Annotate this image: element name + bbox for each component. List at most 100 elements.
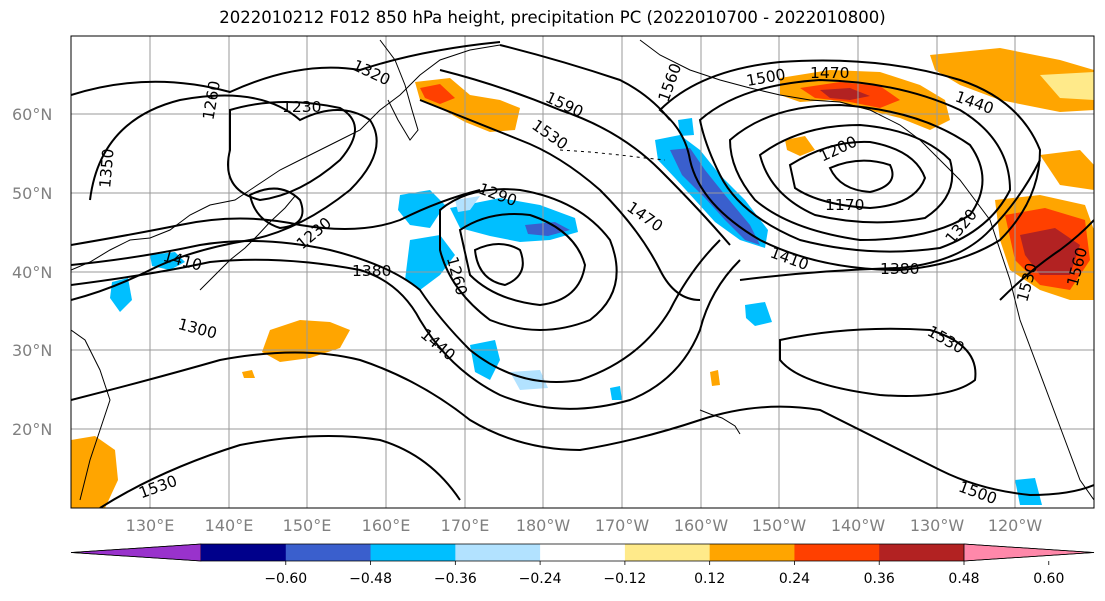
precip-area-west-neg-2	[405, 235, 455, 290]
colorbar-tick-label: −0.12	[603, 571, 646, 587]
colorbar-tick-label: −0.48	[349, 571, 392, 587]
colorbar-extend-max	[963, 543, 1095, 562]
colorbar-segment	[709, 544, 795, 561]
coast-aleutians	[559, 149, 666, 161]
contour-line	[728, 103, 984, 242]
precip-area-bc-max	[1020, 228, 1080, 275]
lon-label: 150°E	[283, 516, 332, 535]
contour-line	[499, 44, 671, 121]
contour-line	[71, 41, 501, 96]
lat-label: 50°N	[12, 184, 52, 203]
map-title: 2022010212 F012 850 hPa height, precipit…	[219, 8, 886, 27]
lat-label: 40°N	[12, 263, 52, 282]
colorbar-tick-label: 0.60	[1033, 571, 1064, 587]
lon-label: 180°W	[516, 516, 571, 535]
lat-label: 60°N	[12, 105, 52, 124]
coast-alaska	[639, 39, 1094, 501]
precip-area-hawaii-neg	[610, 386, 622, 400]
coast-hawaii	[699, 409, 741, 435]
contour-line	[473, 243, 524, 287]
colorbar-tick-label: −0.36	[434, 571, 477, 587]
contour-line	[439, 69, 731, 246]
lon-label: 140°W	[831, 516, 886, 535]
contour-line	[227, 100, 356, 202]
lon-label: 120°W	[988, 516, 1043, 535]
contour-line	[999, 219, 1094, 301]
contour-line	[788, 140, 927, 210]
contour-line	[458, 213, 587, 307]
precip-area-hawaii	[710, 370, 720, 386]
lon-label: 140°E	[205, 516, 254, 535]
colorbar-segment	[540, 544, 626, 561]
precip-area-central-pacific-neg-core	[525, 222, 570, 236]
contour-line	[71, 258, 741, 410]
contour-line	[439, 188, 618, 331]
colorbar-tick-label: 0.36	[864, 571, 895, 587]
contour-line	[71, 94, 378, 301]
lat-label: 20°N	[12, 420, 52, 439]
contour-label: 1470	[810, 64, 849, 82]
contour-line	[758, 123, 954, 224]
graticule	[71, 36, 1094, 508]
precip-area-gulf-small	[785, 136, 815, 156]
colorbar-tick-label: 0.24	[779, 571, 810, 587]
contour-label: 1380	[352, 262, 391, 280]
colorbar-tick-label: 0.48	[948, 571, 979, 587]
contour-line	[658, 59, 1042, 272]
contour-line	[779, 327, 977, 397]
contour-label: 1230	[282, 98, 321, 116]
latitude-labels: 60°N 50°N 40°N 30°N 20°N	[12, 105, 52, 439]
lon-label: 170°E	[441, 516, 490, 535]
precip-area-kamchatka-core	[420, 84, 455, 104]
contour-label: 1170	[825, 196, 864, 214]
contour-label: 1350	[96, 148, 117, 189]
contour-line	[248, 187, 304, 230]
contour-line	[71, 351, 1094, 497]
lon-label: 160°E	[362, 516, 411, 535]
colorbar-tick-label: −0.60	[264, 571, 307, 587]
colorbar-segment	[624, 544, 711, 561]
colorbar-segment	[879, 544, 965, 561]
precip-shading	[71, 48, 1094, 508]
precip-area-bering-neg	[678, 118, 694, 136]
contour-line	[99, 435, 461, 508]
contour-line	[828, 159, 894, 194]
colorbar-outline	[70, 543, 1095, 562]
map-frame	[70, 35, 1095, 509]
colorbar-tick-label: 0.12	[694, 571, 725, 587]
lon-label: 170°W	[595, 516, 650, 535]
precip-area-canada-north-light	[1040, 72, 1094, 100]
colorbar-segment	[455, 544, 541, 561]
lat-label: 30°N	[12, 341, 52, 360]
contour-label: 1380	[880, 260, 919, 278]
colorbar-tick-label: −0.24	[519, 571, 562, 587]
colorbar-segment	[370, 544, 456, 561]
lon-label: 130°E	[126, 516, 175, 535]
lon-label: 150°W	[752, 516, 807, 535]
contour-line	[698, 78, 1012, 253]
lon-label: 130°W	[910, 516, 965, 535]
precip-area-japan-small	[242, 370, 255, 378]
lon-label: 160°W	[674, 516, 729, 535]
longitude-labels: 130°E 140°E 150°E 160°E 170°E 180°W 170°…	[126, 516, 1043, 535]
contour-line	[71, 189, 481, 246]
colorbar-segment	[201, 544, 287, 561]
height-contours	[71, 41, 1094, 508]
precip-area-rockies	[1040, 150, 1094, 190]
precip-area-baja-neg	[1015, 478, 1042, 505]
precip-area-aleutian-neg-core	[670, 148, 760, 245]
precip-area-canada-north	[930, 48, 1094, 112]
colorbar: −0.60 −0.48 −0.36 −0.24 −0.12 0.12 0.24 0.36 0.4…	[70, 543, 1095, 587]
precip-area-north-pacific-west	[262, 320, 350, 362]
contour-line	[739, 159, 1041, 281]
colorbar-segment	[794, 544, 880, 561]
colorbar-extend-min	[70, 543, 202, 562]
colorbar-segment	[285, 544, 372, 561]
contour-line	[419, 99, 701, 301]
contour-line	[71, 239, 721, 383]
precip-area-mid-pacific-neg	[745, 302, 772, 326]
coast-kamchatka	[379, 39, 419, 141]
coast-china	[71, 329, 111, 501]
coast-asia	[71, 44, 501, 271]
